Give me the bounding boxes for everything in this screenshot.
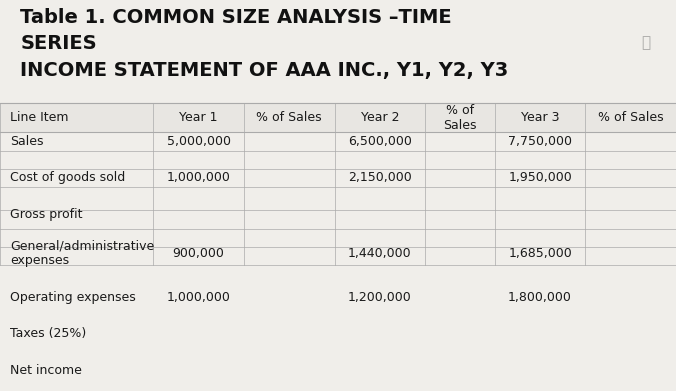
Text: Year 1: Year 1 [179, 111, 218, 124]
Text: % of Sales: % of Sales [598, 111, 664, 124]
Text: 2,150,000: 2,150,000 [348, 171, 412, 185]
Text: 1,685,000: 1,685,000 [508, 247, 572, 260]
Text: 6,500,000: 6,500,000 [348, 135, 412, 148]
Text: 1,000,000: 1,000,000 [167, 291, 231, 304]
Bar [0, 103, 676, 133]
Text: 900,000: 900,000 [172, 247, 224, 260]
Text: Net income: Net income [10, 364, 82, 377]
Text: Year 2: Year 2 [360, 111, 399, 124]
Text: 1,800,000: 1,800,000 [508, 291, 572, 304]
Text: Year 3: Year 3 [521, 111, 559, 124]
Text: Taxes (25%): Taxes (25%) [10, 327, 87, 340]
Text: Table 1. COMMON SIZE ANALYSIS –TIME: Table 1. COMMON SIZE ANALYSIS –TIME [20, 8, 452, 27]
Bar [0, 247, 676, 265]
Text: 1,000,000: 1,000,000 [167, 171, 231, 185]
Text: 1,950,000: 1,950,000 [508, 171, 572, 185]
Bar [0, 133, 676, 151]
Text: 5,000,000: 5,000,000 [166, 135, 231, 148]
Text: General/administrative
expenses: General/administrative expenses [10, 239, 154, 267]
Text: SERIES: SERIES [20, 34, 97, 54]
Bar [0, 187, 676, 210]
Text: Line Item: Line Item [10, 111, 69, 124]
Bar [0, 151, 676, 169]
Text: Gross profit: Gross profit [10, 208, 82, 221]
Text: 7,750,000: 7,750,000 [508, 135, 572, 148]
Text: 🔈: 🔈 [641, 35, 650, 50]
Text: % of Sales: % of Sales [256, 111, 322, 124]
Text: Sales: Sales [10, 135, 44, 148]
Text: Operating expenses: Operating expenses [10, 291, 136, 304]
Text: 1,200,000: 1,200,000 [348, 291, 412, 304]
Text: Cost of goods sold: Cost of goods sold [10, 171, 125, 185]
Text: % of
Sales: % of Sales [443, 104, 477, 132]
Bar [0, 169, 676, 187]
Text: INCOME STATEMENT OF AAA INC., Y1, Y2, Y3: INCOME STATEMENT OF AAA INC., Y1, Y2, Y3 [20, 61, 508, 80]
Bar [0, 229, 676, 247]
Bar [0, 210, 676, 229]
Text: 1,440,000: 1,440,000 [348, 247, 412, 260]
